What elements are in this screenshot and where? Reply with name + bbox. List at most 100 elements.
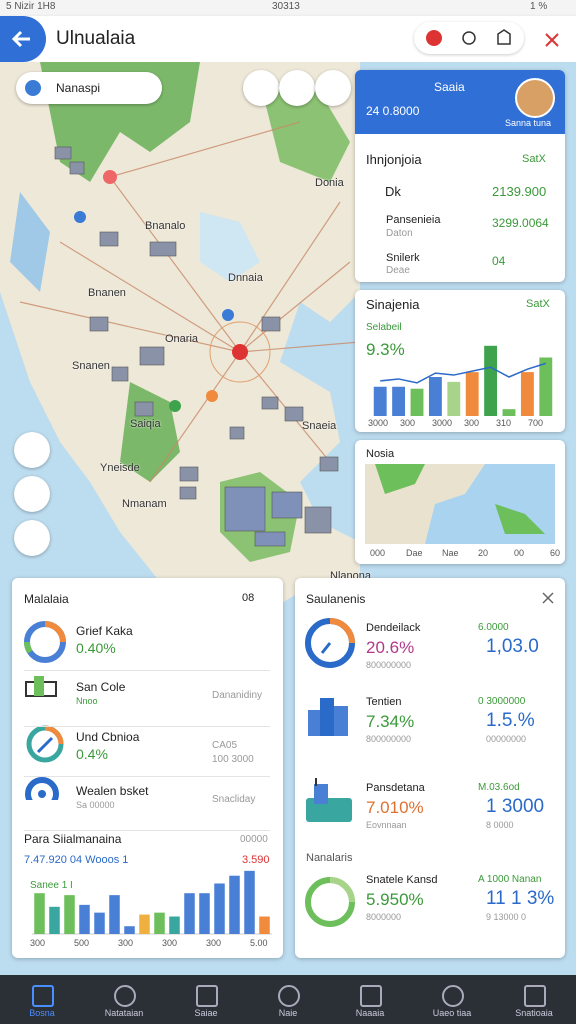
x-tick-label: 300 [30, 938, 46, 948]
row-value: 04 [492, 254, 506, 268]
row-title: Snatele Kansd [366, 874, 438, 886]
map-label: Donia [315, 177, 344, 189]
map-label: Yneisde [100, 462, 140, 474]
bar [502, 409, 516, 416]
bar [34, 893, 45, 934]
x-tick-label: 5.00 [250, 938, 268, 948]
right-card-title: Saulanenis [306, 592, 366, 606]
row-right-big: 1,03.0 [486, 636, 539, 657]
x-tick-label: 60 [550, 548, 561, 558]
row-right: A 1000 Nanan [478, 874, 542, 885]
nav-icon[interactable] [524, 985, 546, 1007]
bar [392, 386, 406, 416]
map-tool[interactable] [14, 476, 50, 512]
right-icons [305, 618, 355, 927]
row-sub: 800000000 [366, 660, 412, 670]
row-label: Dk [385, 184, 401, 199]
bar [64, 895, 75, 934]
row-right: CA05 [212, 740, 238, 751]
bar [199, 893, 210, 934]
row-value: 7.34% [366, 712, 415, 731]
nav-icon[interactable] [196, 985, 218, 1007]
map-tool[interactable] [279, 70, 315, 106]
x-tick-label: 700 [528, 418, 544, 428]
profile-user: Sanna tuna [505, 118, 552, 128]
map-label: Onaria [165, 333, 199, 345]
x-tick-label: 300 [162, 938, 178, 948]
chart-line: 7.47.920 04 Wooos 1 [24, 854, 129, 866]
metric-label: Selabeil [366, 322, 402, 333]
row-value: 7.010% [366, 798, 424, 817]
search-text: Nanaspi [56, 81, 101, 95]
action-group [414, 22, 524, 54]
nav-label[interactable]: Bosna [29, 1008, 55, 1018]
nav-label[interactable]: Natataian [104, 1008, 144, 1018]
row-value: Sa 00000 [76, 800, 115, 810]
row-right: 0 3000000 [478, 696, 526, 707]
nav-icon[interactable] [360, 985, 382, 1007]
row-label: Pansenieia [386, 214, 441, 226]
profile-header [355, 70, 565, 134]
bar [214, 883, 225, 934]
x-tick-label: 3000 [368, 418, 389, 428]
summary-action[interactable]: SatX [522, 153, 546, 165]
divider [24, 670, 270, 671]
nav-icon[interactable] [442, 985, 464, 1007]
map-label: Nmanam [122, 498, 167, 510]
close-button[interactable] [540, 28, 564, 52]
chart-legend: Sanee 1 I [30, 880, 73, 891]
nav-label[interactable]: Naie [278, 1008, 298, 1018]
map-search[interactable]: Nanaspi [16, 72, 162, 104]
map-label: Bnanen [88, 287, 126, 299]
map-label: Dnnaia [228, 272, 263, 284]
profile-subtitle: 24 0.8000 [366, 104, 420, 118]
map-tool[interactable] [315, 70, 351, 106]
x-tick-label: 000 [370, 548, 386, 558]
trend-line [380, 362, 547, 384]
avatar [515, 78, 555, 118]
left-card-title: Malalaia [24, 592, 69, 606]
close-icon[interactable] [540, 590, 556, 606]
map-tool[interactable] [14, 432, 50, 468]
x-tick-label: 300 [118, 938, 134, 948]
x-tick-label: 500 [74, 938, 90, 948]
x-tick-label: 310 [496, 418, 512, 428]
bar [109, 895, 120, 934]
nav-label[interactable]: Snatioaia [515, 1008, 553, 1018]
row-value: 0.4% [76, 746, 108, 762]
nav-label[interactable]: Uaeo tiaa [432, 1008, 472, 1018]
nav-icon[interactable] [32, 985, 54, 1007]
right-card [295, 578, 565, 958]
nav-icon[interactable] [114, 985, 136, 1007]
row-title: Dendeilack [366, 622, 421, 634]
divider [24, 776, 270, 777]
chart-corner: 00000 [240, 834, 268, 845]
nav-label[interactable]: Naaaia [355, 1008, 385, 1018]
bar [484, 345, 498, 416]
map-tool[interactable] [14, 520, 50, 556]
bar [154, 912, 165, 934]
summary-title: Ihnjonjoia [366, 152, 422, 167]
map-tool[interactable] [243, 70, 279, 106]
row-sub: Eovnnaan [366, 820, 407, 830]
x-tick-label: Dae [406, 548, 423, 558]
bar [79, 904, 90, 934]
row-right: 100 3000 [212, 754, 254, 765]
row-right-big: 11 1 3% [486, 888, 555, 909]
mini-chart [373, 345, 553, 416]
x-tick-label: 20 [478, 548, 489, 558]
back-button[interactable] [0, 16, 46, 62]
bar [244, 870, 255, 934]
chart-line-right: 3.590 [242, 854, 270, 866]
nav-label[interactable]: Saiae [194, 1008, 218, 1018]
map-card-title: Nosia [366, 448, 395, 460]
row-right-big: 1 3000 [486, 796, 545, 817]
chart-action[interactable]: SatX [526, 298, 550, 310]
row-title: Pansdetana [366, 782, 425, 794]
divider [24, 830, 270, 831]
action-icons[interactable] [414, 22, 524, 54]
row-right-big: 1.5.% [486, 710, 535, 731]
nav-icon[interactable] [278, 985, 300, 1007]
left-icons [23, 621, 66, 800]
